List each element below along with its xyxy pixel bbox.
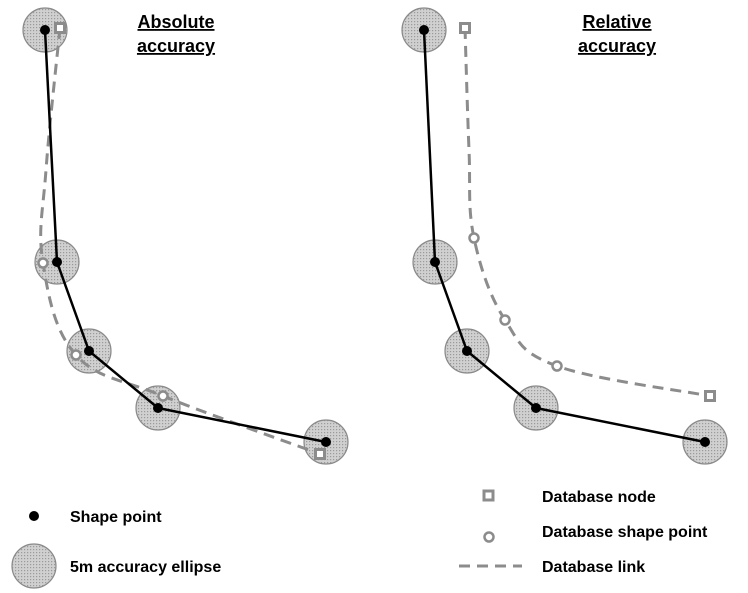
relative-database-node-1 [459, 22, 471, 34]
legend-shape-point-label: Shape point [70, 509, 162, 526]
relative-database-shape-point-3 [551, 360, 563, 372]
absolute-database-shape-point-2 [70, 349, 82, 361]
relative-title-line-1: Relative [582, 12, 651, 32]
relative-accuracy-title: Relative accuracy [578, 12, 656, 56]
absolute-database-shape-point-1 [37, 257, 49, 269]
legend-database-shape-point-marker [483, 531, 495, 543]
relative-database-link [463, 27, 711, 398]
legend-database-node-marker [482, 489, 495, 502]
absolute-database-node-2 [314, 448, 326, 460]
absolute-shape-point-4 [153, 403, 163, 413]
relative-database-shape-point-2 [499, 314, 511, 326]
relative-shape-point-2 [430, 257, 440, 267]
absolute-accuracy-panel [22, 7, 349, 465]
relative-shape-point-1 [419, 25, 429, 35]
absolute-title-line-1: Absolute [137, 12, 214, 32]
absolute-shape-point-3 [84, 346, 94, 356]
legend-database-node-label: Database node [542, 489, 656, 506]
relative-shape-point-3 [462, 346, 472, 356]
absolute-database-shape-point-3 [157, 390, 169, 402]
relative-accuracy-panel [401, 7, 728, 465]
legend: Shape point 5m accuracy ellipse Database… [11, 489, 708, 589]
legend-database-link-label: Database link [542, 559, 645, 576]
absolute-accuracy-title: Absolute accuracy [137, 12, 215, 56]
absolute-database-link [39, 27, 321, 456]
absolute-shape-point-5 [321, 437, 331, 447]
absolute-shape-point-2 [52, 257, 62, 267]
legend-database-shape-point-label: Database shape point [542, 524, 708, 541]
absolute-title-line-2: accuracy [137, 36, 215, 56]
legend-accuracy-ellipse-marker [11, 543, 57, 589]
relative-title-line-2: accuracy [578, 36, 656, 56]
relative-shape-point-5 [700, 437, 710, 447]
absolute-shape-line [43, 29, 327, 444]
absolute-database-node-1 [54, 22, 66, 34]
relative-database-shape-point-1 [468, 232, 480, 244]
legend-accuracy-ellipse-label: 5m accuracy ellipse [70, 559, 221, 576]
relative-database-node-2 [704, 390, 716, 402]
legend-shape-point-marker [29, 511, 39, 521]
relative-shape-point-4 [531, 403, 541, 413]
absolute-shape-point-1 [40, 25, 50, 35]
